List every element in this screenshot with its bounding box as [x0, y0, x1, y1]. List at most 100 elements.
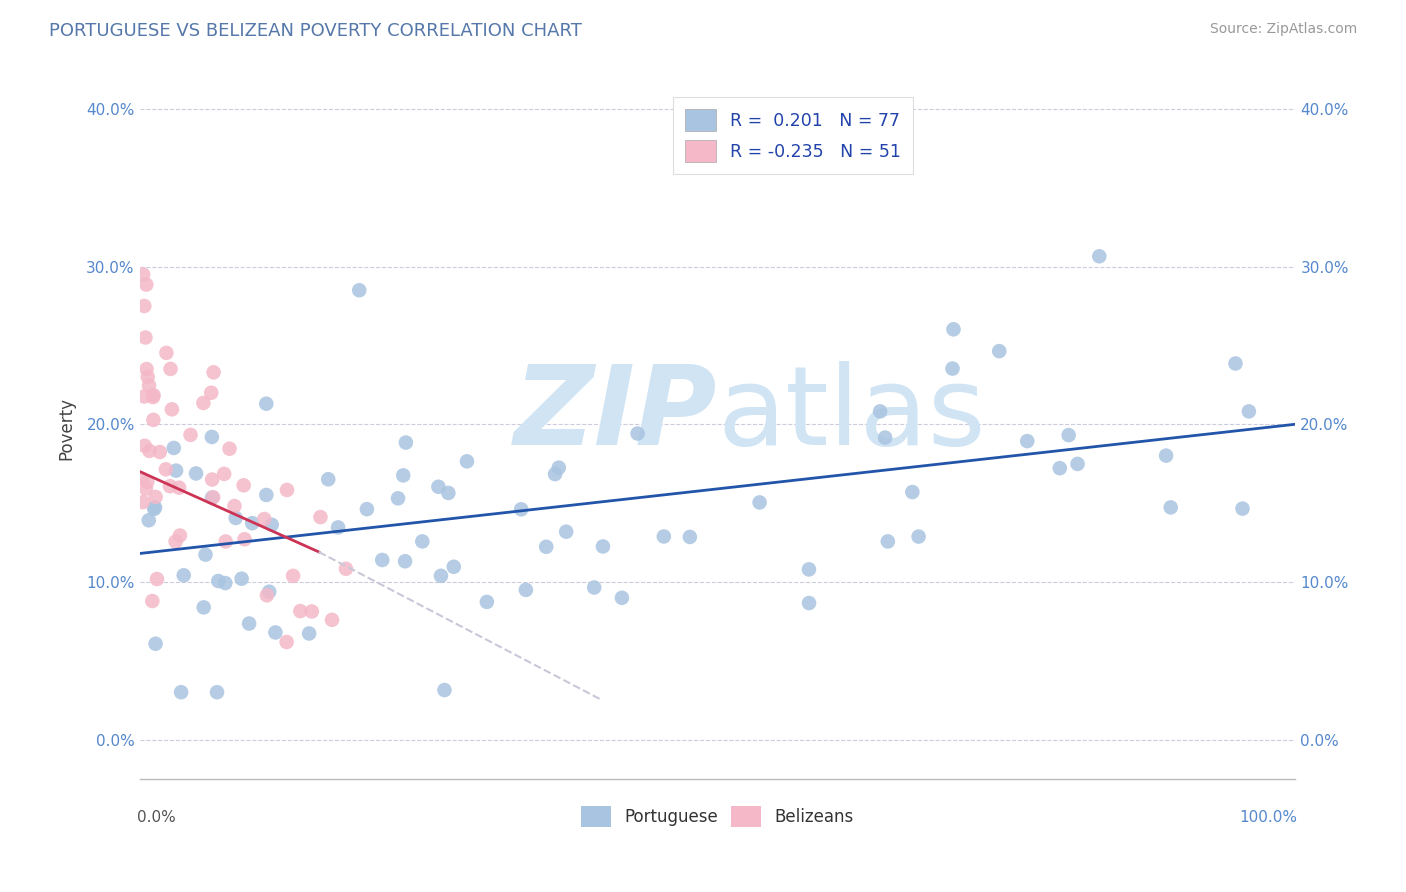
Point	[583, 581, 606, 595]
Point	[281, 569, 304, 583]
Point	[555, 524, 578, 539]
Point	[290, 604, 312, 618]
Point	[610, 591, 633, 605]
Point	[301, 604, 323, 618]
Point	[238, 616, 260, 631]
Point	[165, 464, 187, 478]
Point	[149, 445, 172, 459]
Point	[143, 502, 166, 516]
Point	[907, 530, 929, 544]
Point	[132, 495, 155, 509]
Point	[135, 277, 157, 292]
Point	[443, 559, 465, 574]
Point	[1066, 457, 1088, 471]
Point	[193, 396, 215, 410]
Point	[218, 442, 240, 456]
Point	[988, 344, 1011, 359]
Point	[145, 490, 167, 504]
Point	[253, 512, 276, 526]
Text: ZIP: ZIP	[515, 360, 717, 467]
Point	[1160, 500, 1182, 515]
Point	[254, 397, 277, 411]
Point	[942, 322, 965, 336]
Point	[225, 511, 247, 525]
Point	[356, 502, 378, 516]
Point	[1057, 428, 1080, 442]
Point	[231, 572, 253, 586]
Point	[240, 516, 263, 531]
Point	[395, 435, 418, 450]
Point	[256, 588, 278, 602]
Point	[173, 568, 195, 582]
Point	[134, 439, 156, 453]
Point	[136, 475, 159, 489]
Point	[411, 534, 433, 549]
Point	[134, 330, 156, 344]
Point	[316, 472, 339, 486]
Point	[232, 478, 254, 492]
Point	[201, 430, 224, 444]
Point	[159, 479, 181, 493]
Legend: Portuguese, Belizeans: Portuguese, Belizeans	[575, 799, 860, 834]
Point	[159, 362, 181, 376]
Point	[141, 594, 163, 608]
Point	[169, 528, 191, 542]
Point	[194, 548, 217, 562]
Point	[349, 283, 371, 297]
Point	[371, 553, 394, 567]
Point	[138, 378, 160, 392]
Point	[224, 499, 246, 513]
Point	[205, 685, 228, 699]
Point	[797, 596, 820, 610]
Point	[212, 467, 235, 481]
Point	[202, 365, 225, 379]
Point	[1049, 461, 1071, 475]
Point	[430, 569, 453, 583]
Point	[544, 467, 567, 482]
Point	[134, 299, 156, 313]
Point	[260, 517, 283, 532]
Point	[869, 404, 891, 418]
Point	[1088, 249, 1111, 263]
Point	[184, 467, 207, 481]
Point	[142, 390, 165, 404]
Point	[797, 562, 820, 576]
Point	[1232, 501, 1254, 516]
Point	[201, 491, 224, 505]
Point	[145, 637, 167, 651]
Point	[136, 370, 159, 384]
Point	[214, 576, 236, 591]
Point	[876, 534, 898, 549]
Point	[155, 346, 177, 360]
Point	[1237, 404, 1260, 418]
Point	[138, 513, 160, 527]
Point	[321, 613, 343, 627]
Point	[475, 595, 498, 609]
Point	[309, 510, 332, 524]
Point	[748, 495, 770, 509]
Point	[215, 534, 238, 549]
Point	[941, 361, 963, 376]
Point	[1017, 434, 1039, 449]
Point	[392, 468, 415, 483]
Point	[160, 402, 183, 417]
Point	[437, 486, 460, 500]
Point	[138, 444, 160, 458]
Point	[146, 572, 169, 586]
Point	[427, 480, 450, 494]
Point	[387, 491, 409, 506]
Point	[652, 529, 675, 543]
Point	[515, 582, 537, 597]
Point	[193, 600, 215, 615]
Point	[264, 625, 287, 640]
Point	[135, 362, 157, 376]
Point	[165, 534, 187, 549]
Text: 0.0%: 0.0%	[138, 811, 176, 825]
Point	[1225, 357, 1247, 371]
Text: atlas: atlas	[717, 360, 986, 467]
Point	[155, 462, 177, 476]
Point	[142, 388, 165, 402]
Point	[298, 626, 321, 640]
Point	[135, 482, 157, 496]
Point	[134, 389, 156, 403]
